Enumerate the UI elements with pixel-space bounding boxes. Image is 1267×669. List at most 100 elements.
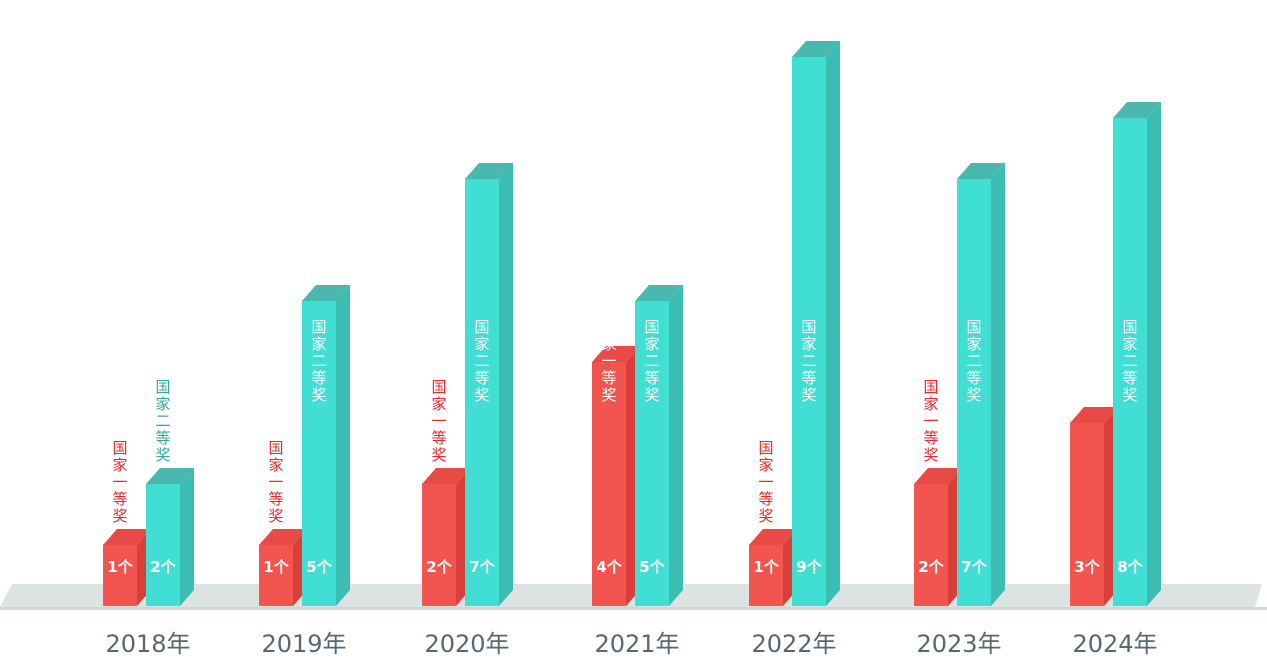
second-prize-name-3-char: 国: [644, 318, 659, 336]
second-prize-name-4-char: 国: [801, 318, 816, 336]
second-prize-bar-5-front: [957, 179, 991, 606]
second-prize-bar-5: [957, 163, 1005, 606]
second-prize-name-2-char: 二: [474, 352, 489, 370]
second-prize-bar-4-front: [792, 57, 826, 606]
second-prize-value-5: 7个: [961, 558, 987, 576]
first-prize-name-3-char: 一: [601, 352, 616, 370]
second-prize-name-3-char: 等: [644, 369, 659, 387]
first-prize-name-0-char: 国: [112, 439, 127, 457]
second-prize-value-2: 7个: [469, 558, 495, 576]
second-prize-name-6-char: 奖: [1122, 386, 1137, 404]
second-prize-bar-4-top: [792, 41, 840, 57]
second-prize-name-5-char: 家: [966, 335, 981, 353]
second-prize-bar-6: [1113, 102, 1161, 606]
first-prize-name-1-char: 一: [268, 473, 283, 491]
second-prize-bar-3: [635, 285, 683, 606]
second-prize-bar-0: [146, 468, 194, 606]
second-prize-name-1-char: 等: [311, 369, 326, 387]
year-label-2: 2020年: [424, 630, 509, 658]
first-prize-name-2-char: 一: [431, 412, 446, 430]
second-prize-name-6-char: 家: [1122, 335, 1137, 353]
first-prize-name-5-char: 一: [923, 412, 938, 430]
first-prize-name-1-char: 奖: [268, 507, 283, 525]
second-prize-bar-4-side: [826, 41, 840, 606]
first-prize-name-1-char: 等: [268, 490, 283, 508]
second-prize-bar-4: [792, 41, 840, 606]
first-prize-bar-0-front: [103, 545, 137, 606]
first-prize-name-6-char: 奖: [1079, 386, 1094, 404]
first-prize-bar-5-front: [914, 484, 948, 606]
first-prize-bar-3-top: [592, 346, 640, 362]
first-prize-bar-6-front: [1070, 423, 1104, 606]
second-prize-bar-3-side: [669, 285, 683, 606]
second-prize-bar-1-top: [302, 285, 350, 301]
bars: [103, 41, 1161, 606]
second-prize-name-5-char: 等: [966, 369, 981, 387]
second-prize-name-6-char: 等: [1122, 369, 1137, 387]
year-label-6: 2024年: [1072, 630, 1157, 658]
first-prize-name-0-char: 一: [112, 473, 127, 491]
second-prize-name-1-char: 家: [311, 335, 326, 353]
first-prize-name-0-char: 奖: [112, 507, 127, 525]
first-prize-value-3: 4个: [596, 558, 622, 576]
first-prize-name-6-char: 家: [1079, 335, 1094, 353]
first-prize-bar-4-top: [749, 529, 797, 545]
second-prize-name-2-char: 国: [474, 318, 489, 336]
first-prize-bar-2-front: [422, 484, 456, 606]
second-prize-name-4-char: 二: [801, 352, 816, 370]
second-prize-name-0-char: 奖: [155, 446, 170, 464]
first-prize-name-4-char: 等: [758, 490, 773, 508]
second-prize-name-6-char: 二: [1122, 352, 1137, 370]
first-prize-name-1-char: 家: [268, 456, 283, 474]
first-prize-name-0-char: 家: [112, 456, 127, 474]
second-prize-bar-6-front: [1113, 118, 1147, 606]
second-prize-value-4: 9个: [796, 558, 822, 576]
first-prize-name-3-char: 家: [601, 335, 616, 353]
first-prize-name-3-char: 等: [601, 369, 616, 387]
second-prize-bar-2-top: [465, 163, 513, 179]
first-prize-name-6-char: 一: [1079, 352, 1094, 370]
second-prize-bar-0-front: [146, 484, 180, 606]
second-prize-name-2-char: 等: [474, 369, 489, 387]
year-label-3: 2021年: [594, 630, 679, 658]
first-prize-name-5-char: 家: [923, 395, 938, 413]
first-prize-name-2-char: 家: [431, 395, 446, 413]
second-prize-name-4-char: 家: [801, 335, 816, 353]
second-prize-bar-2-front: [465, 179, 499, 606]
labels: 1个国家一等奖2个国家二等奖2018年1个国家一等奖5个国家二等奖2019年2个…: [105, 318, 1157, 658]
first-prize-name-5-char: 等: [923, 429, 938, 447]
second-prize-name-1-char: 国: [311, 318, 326, 336]
second-prize-bar-0-top: [146, 468, 194, 484]
second-prize-name-1-char: 奖: [311, 386, 326, 404]
second-prize-value-6: 8个: [1117, 558, 1143, 576]
second-prize-bar-6-side: [1147, 102, 1161, 606]
first-prize-name-4-char: 奖: [758, 507, 773, 525]
first-prize-name-4-char: 国: [758, 439, 773, 457]
second-prize-bar-1-side: [336, 285, 350, 606]
first-prize-name-2-char: 奖: [431, 446, 446, 464]
first-prize-bar-3-front: [592, 362, 626, 606]
first-prize-bar-5-top: [914, 468, 962, 484]
second-prize-bar-6-top: [1113, 102, 1161, 118]
first-prize-name-2-char: 国: [431, 378, 446, 396]
second-prize-bar-2: [465, 163, 513, 606]
second-prize-name-0-char: 二: [155, 412, 170, 430]
first-prize-name-4-char: 家: [758, 456, 773, 474]
second-prize-bar-3-front: [635, 301, 669, 606]
second-prize-bar-1-front: [302, 301, 336, 606]
first-prize-bar-4-front: [749, 545, 783, 606]
second-prize-bar-0-side: [180, 468, 194, 606]
first-prize-value-6: 3个: [1074, 558, 1100, 576]
second-prize-name-2-char: 家: [474, 335, 489, 353]
first-prize-bar-1: [259, 529, 307, 606]
first-prize-value-2: 2个: [426, 558, 452, 576]
